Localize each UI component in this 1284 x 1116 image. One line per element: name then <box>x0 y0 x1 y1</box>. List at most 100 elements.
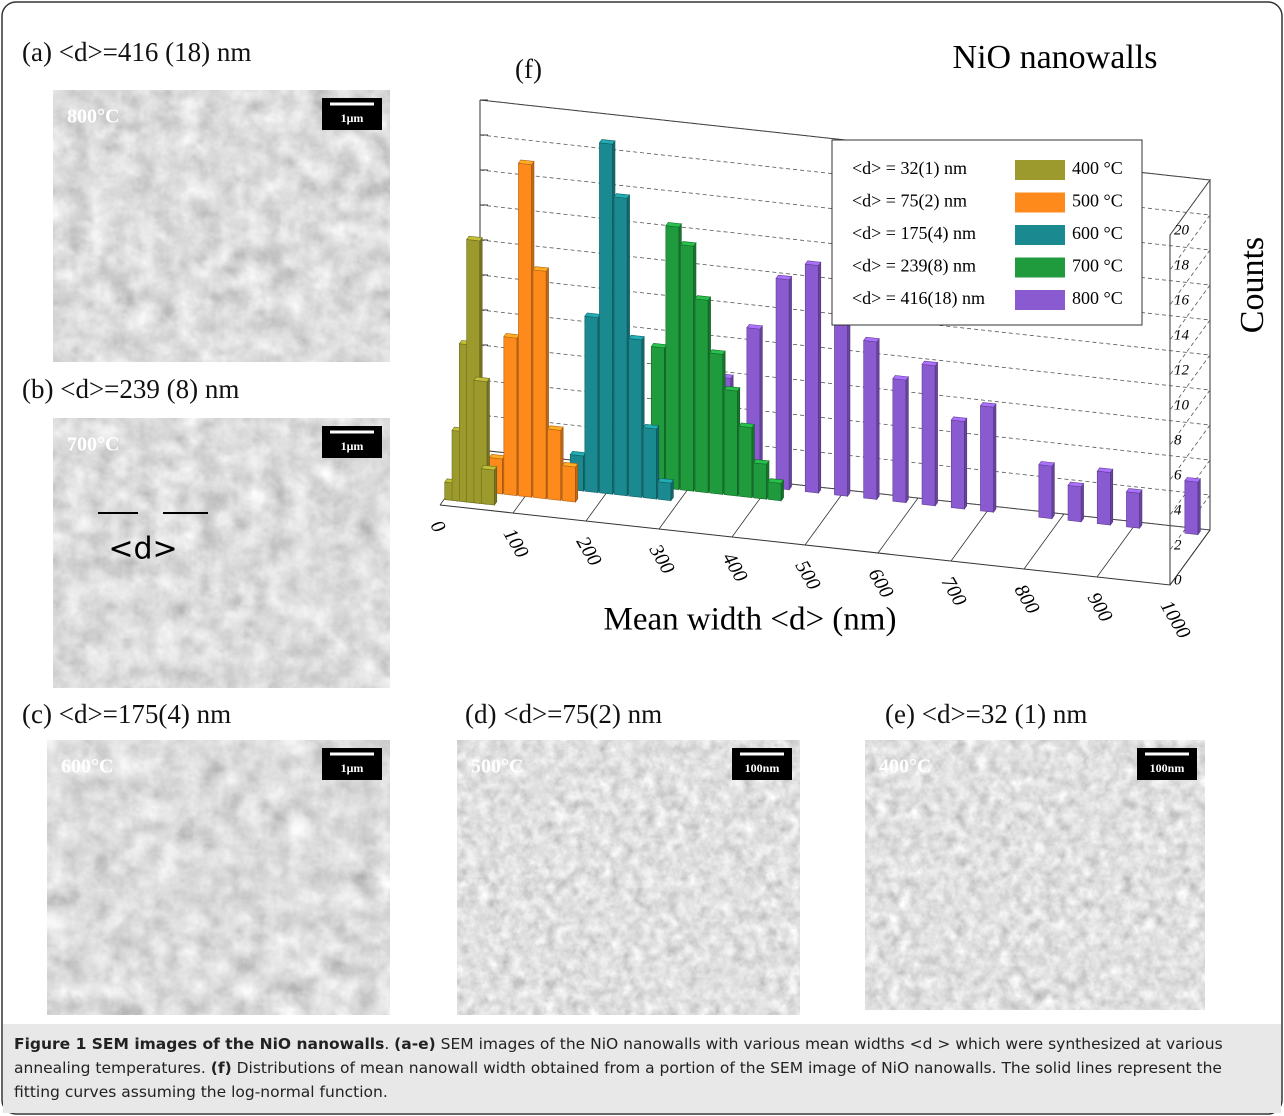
caption-bold: (f) <box>210 1059 232 1077</box>
bar <box>1038 464 1053 519</box>
y-tick-label: 4 <box>1174 502 1182 518</box>
scale-label: 100nm <box>745 761 780 775</box>
caption-text: . <box>384 1035 395 1053</box>
temperature-label: 500°C <box>471 756 523 778</box>
bar-top <box>767 478 785 484</box>
legend-swatch <box>1015 257 1065 278</box>
grid-line <box>1169 179 1211 236</box>
grid-line <box>1169 424 1211 481</box>
bar-top <box>517 159 535 166</box>
x-grid-line <box>804 489 846 546</box>
scale-label: 1μm <box>341 761 364 775</box>
grid-line <box>1169 459 1211 516</box>
x-tick-label: 300 <box>644 540 679 578</box>
panel-label: (e) <d>=32 (1) nm <box>885 699 1087 729</box>
bar <box>767 481 782 502</box>
bar-top <box>547 425 564 431</box>
bar-top <box>532 266 550 272</box>
y-tick-label: 0 <box>1174 572 1182 588</box>
x-tick-label: 1000 <box>1156 597 1195 643</box>
bar <box>628 338 643 498</box>
bar <box>518 162 532 498</box>
bar-top <box>723 385 741 392</box>
y-tick-label: 14 <box>1174 327 1190 343</box>
bar <box>775 278 790 491</box>
panel-label: (a) <d>=416 (18) nm <box>22 37 251 67</box>
sem-image <box>53 90 390 362</box>
bar-top <box>950 416 968 422</box>
caption-text: Distributions of mean nanowall width obt… <box>14 1059 1222 1101</box>
legend-label: <d> = 75(2) nm <box>852 191 967 212</box>
bar-top <box>1184 477 1201 483</box>
legend-temperature: 600 °C <box>1072 223 1123 243</box>
bar <box>532 269 547 500</box>
bar <box>694 298 709 494</box>
bar-side <box>1051 461 1055 520</box>
bar-side <box>494 465 498 506</box>
bar <box>950 419 965 510</box>
temperature-label: 800°C <box>67 106 119 128</box>
panel-label: (c) <d>=175(4) nm <box>22 699 231 729</box>
scale-label: 100nm <box>1150 761 1185 775</box>
x-tick-label: 600 <box>864 565 898 602</box>
bar-top <box>613 193 631 199</box>
bar-top <box>804 260 822 266</box>
x-tick-label: 100 <box>499 525 533 562</box>
legend-label: <d> = 175(4) nm <box>852 223 976 244</box>
y-tick-label: 16 <box>1174 292 1190 308</box>
x-tick-label: 200 <box>572 533 606 570</box>
bar-side <box>1080 482 1084 523</box>
grid-line <box>1169 319 1211 376</box>
grid-line <box>1169 214 1211 271</box>
x-grid-line <box>1023 513 1065 570</box>
bar-side <box>964 417 968 510</box>
bar <box>480 468 495 506</box>
bar <box>599 142 613 495</box>
bar-top <box>628 334 645 341</box>
caption: Figure 1 SEM images of the NiO nanowalls… <box>14 1032 1272 1104</box>
bar-top <box>480 464 498 471</box>
x-tick-label: 500 <box>791 557 825 594</box>
bar-top <box>746 324 763 330</box>
bar-side <box>575 462 579 503</box>
sem-image <box>865 740 1205 1010</box>
x-grid-line <box>950 505 992 562</box>
bar-top <box>979 402 997 408</box>
bar-top <box>1096 467 1114 473</box>
bar <box>1067 485 1082 523</box>
bar <box>642 427 657 500</box>
y-axis-label: Counts <box>1234 237 1271 333</box>
legend-swatch <box>1015 290 1065 310</box>
bar-top <box>1038 461 1055 467</box>
x-tick-label: 400 <box>718 549 752 586</box>
bar-top <box>679 241 697 247</box>
sem-image <box>457 740 800 1015</box>
temperature-label: 600°C <box>61 756 113 778</box>
grid-line <box>1169 494 1211 551</box>
chart: (f) NiO nanowalls Counts Mean width <d> (nm… <box>426 39 1271 643</box>
bar <box>503 336 518 496</box>
bar-side <box>993 402 997 514</box>
bar-side <box>1139 488 1143 530</box>
legend-temperature: 700 °C <box>1072 256 1123 276</box>
annotation: <d> <box>108 532 177 567</box>
bar <box>738 425 753 498</box>
y-tick-label: 18 <box>1174 257 1190 273</box>
legend-swatch <box>1015 225 1065 245</box>
bar-side <box>876 337 880 501</box>
caption-title: Figure 1 SEM images of the NiO nanowalls <box>14 1035 385 1053</box>
legend-label: <d> = 32(1) nm <box>852 158 967 179</box>
bar-top <box>1067 481 1085 488</box>
bar <box>1096 470 1111 526</box>
bar-top <box>892 375 909 381</box>
bar-top <box>598 139 616 145</box>
bar <box>561 465 576 503</box>
scale-label: 1μm <box>341 111 364 125</box>
bar <box>613 196 628 497</box>
x-tick-label: 700 <box>937 573 971 610</box>
temperature-label: 400°C <box>879 756 931 778</box>
legend-swatch <box>1015 160 1065 180</box>
x-tick-label: 0 <box>426 517 450 537</box>
